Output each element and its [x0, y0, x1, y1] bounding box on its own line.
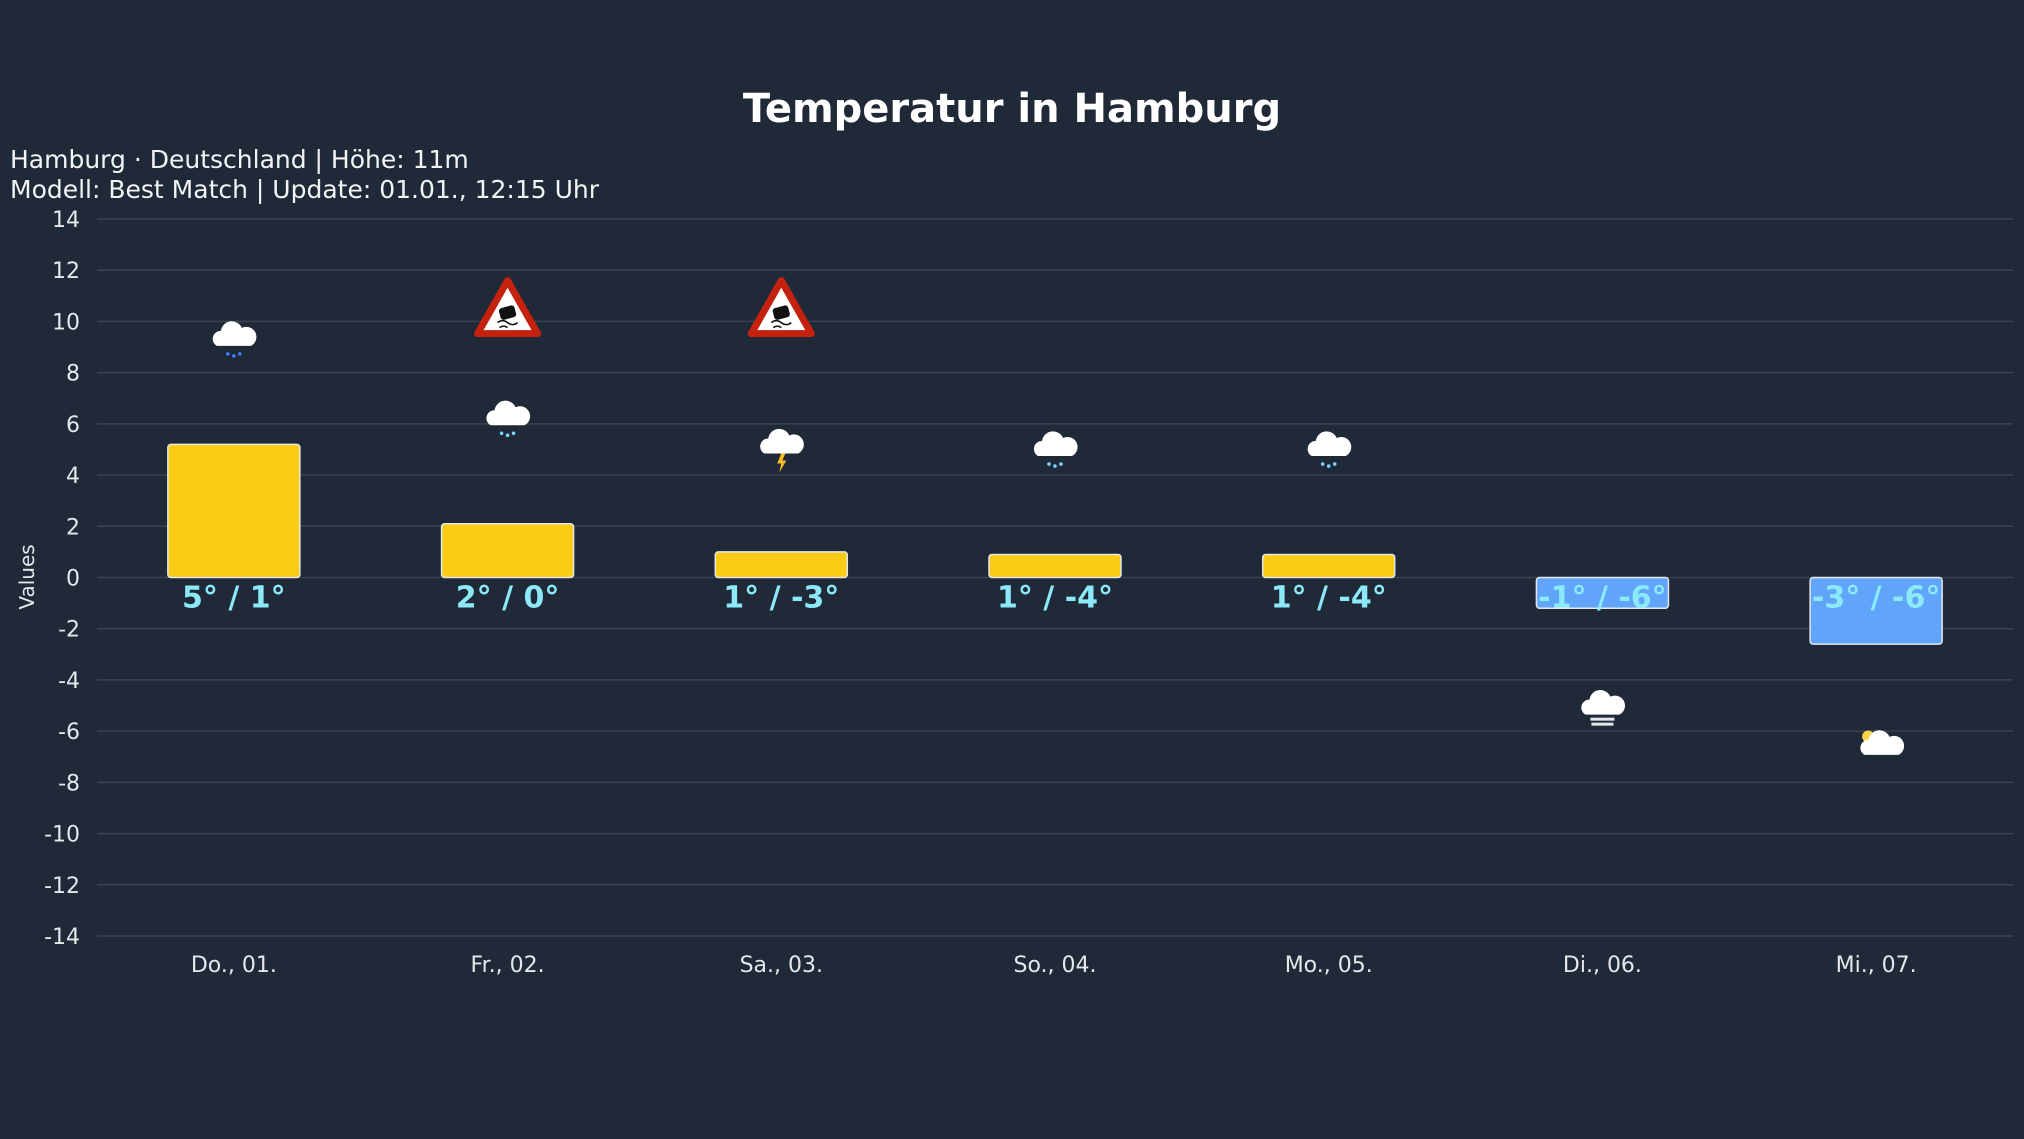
y-tick-label: 12 [52, 259, 80, 284]
snow-icon [486, 400, 531, 438]
cloud-shape [760, 428, 804, 454]
precip-drop [505, 433, 510, 438]
precip-drop [1320, 462, 1325, 466]
x-tick-label: Fr., 02. [471, 953, 545, 978]
bar-data-label: 1° / -4° [1271, 581, 1387, 616]
temperature-bar [1261, 553, 1396, 579]
bar-data-label: -1° / -6° [1538, 581, 1667, 616]
temperature-bar [167, 443, 301, 579]
precip-drop [1332, 462, 1337, 466]
precip-drop [232, 354, 236, 358]
y-tick-label: -4 [58, 669, 80, 694]
x-tick-label: So., 04. [1013, 953, 1096, 978]
bar-data-label: -3° / -6° [1812, 581, 1941, 616]
slippery-road-warning-icon [474, 277, 542, 338]
cloud-shape [212, 321, 257, 346]
thunderstorm-icon [760, 428, 804, 473]
y-tick-label: -14 [44, 925, 80, 950]
car-shape [498, 305, 517, 320]
bar-data-label: 5° / 1° [182, 581, 286, 616]
x-tick-label: Di., 06. [1563, 953, 1642, 978]
y-tick-label: 4 [66, 464, 80, 489]
cloud-shape [1307, 431, 1352, 457]
precip-drop [1059, 462, 1063, 466]
fog-line [1591, 722, 1614, 726]
x-tick-label: Sa., 03. [740, 953, 823, 978]
y-tick-label: -8 [58, 771, 80, 796]
x-tick-label: Mo., 05. [1285, 953, 1373, 978]
precip-drop [499, 431, 504, 436]
y-tick-label: 6 [66, 413, 80, 438]
skid-marks [497, 319, 519, 329]
bar-data-label: 1° / -3° [723, 581, 839, 616]
temperature-bar [988, 553, 1122, 579]
temperature-bar [440, 522, 575, 579]
skid-marks [770, 319, 792, 329]
y-tick-label: 8 [66, 362, 80, 387]
model-subtitle: Modell: Best Match | Update: 01.01., 12:… [10, 175, 600, 204]
y-axis-label: Values [15, 544, 39, 609]
y-tick-label: -10 [44, 823, 80, 848]
precip-drop [1326, 464, 1331, 468]
chart-title: Temperatur in Hamburg [742, 86, 1282, 132]
precip-drop [511, 431, 516, 436]
precip-drop [1047, 462, 1051, 466]
lightning-shape [777, 453, 787, 473]
snow-icon [1307, 431, 1352, 468]
y-tick-label: -6 [58, 720, 80, 745]
precip-drop [238, 352, 242, 356]
cloud-shape [486, 400, 531, 426]
temperature-bar [1809, 576, 1943, 645]
fog-icon [1581, 690, 1625, 726]
location-subtitle: Hamburg · Deutschland | Höhe: 11m [10, 145, 469, 174]
y-tick-label: 0 [66, 567, 80, 592]
cloud-shape [1860, 730, 1905, 755]
slippery-road-warning-icon [747, 277, 815, 338]
y-tick-label: 2 [66, 515, 80, 540]
x-tick-label: Mi., 07. [1836, 953, 1917, 978]
bar-data-label: 2° / 0° [456, 581, 560, 616]
cloud-shape [1033, 431, 1078, 457]
cloud-shape [1581, 690, 1625, 715]
x-tick-label: Do., 01. [191, 953, 277, 978]
precip-drop [1053, 464, 1057, 468]
temperature-bar [1535, 576, 1670, 609]
car-shape [772, 305, 790, 320]
fog-line [1590, 717, 1615, 721]
y-tick-label: -2 [58, 618, 80, 643]
bar-data-label: 1° / -4° [997, 581, 1113, 616]
partly-cloudy-icon [1860, 730, 1905, 755]
y-tick-label: 10 [52, 310, 80, 335]
y-tick-label: -12 [44, 874, 80, 899]
temperature-bar [714, 551, 849, 579]
rain-icon [212, 321, 257, 358]
precip-drop [226, 352, 230, 356]
snow-icon [1033, 431, 1078, 468]
y-tick-label: 14 [52, 208, 80, 233]
